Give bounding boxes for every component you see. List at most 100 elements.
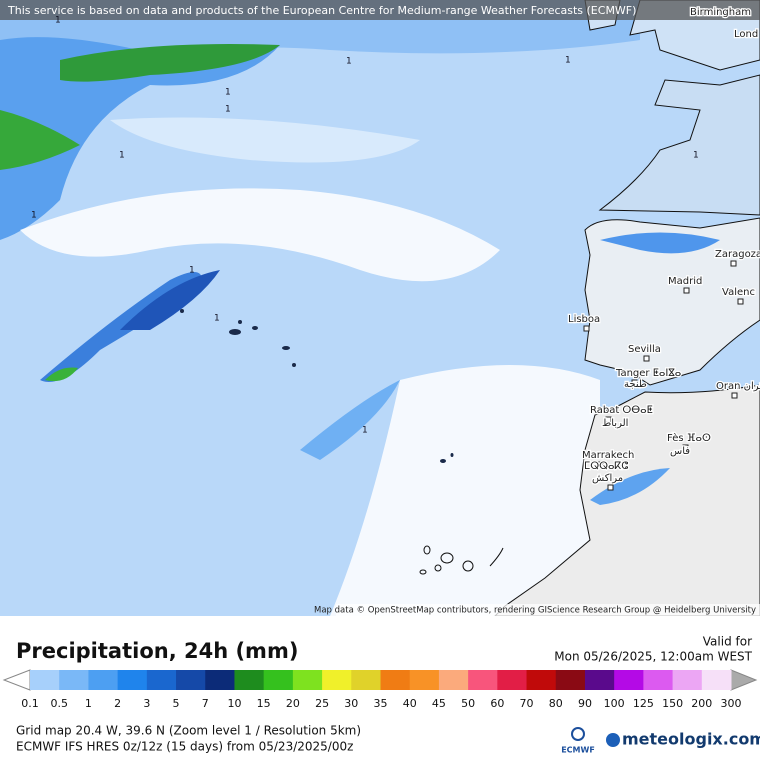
city-marker: [605, 416, 612, 423]
contour-label: 1: [119, 151, 125, 161]
scale-label: 35: [374, 697, 388, 710]
map: This service is based on data and produc…: [0, 0, 760, 616]
city-label: ⵎⵕⵕⴰⴽⵛ: [584, 461, 628, 472]
attribution: Map data © OpenStreetMap contributors, r…: [314, 606, 756, 616]
scale-label: 10: [227, 697, 241, 710]
scale-swatch: [468, 670, 498, 690]
contour-label: 1: [189, 266, 195, 276]
brand: meteologix.com: [622, 730, 760, 749]
scale-swatch: [30, 670, 60, 690]
city-label: Oran وهران: [716, 381, 760, 392]
scale-swatch: [176, 670, 206, 690]
scale-swatch: [701, 670, 732, 690]
dry-area: [330, 365, 600, 616]
africa: [494, 384, 760, 616]
scale-label: 20: [286, 697, 300, 710]
scale-label: 30: [344, 697, 358, 710]
city-label: Lond: [734, 29, 758, 40]
scale-swatch: [555, 670, 586, 690]
city-label: Valenc: [722, 287, 755, 298]
precip-band: [600, 232, 720, 254]
scale-swatch: [672, 670, 703, 690]
scale-label: 45: [432, 697, 446, 710]
city-marker: [737, 298, 744, 305]
legend-title: Precipitation, 24h (mm): [16, 639, 298, 663]
model-info: ECMWF IFS HRES 0z/12z (15 days) from 05/…: [16, 740, 353, 754]
scale-label: 80: [549, 697, 563, 710]
dry-area: [20, 188, 500, 282]
scale-label: 2: [114, 697, 121, 710]
city-label: Madrid: [668, 276, 702, 287]
city-label: Tanger ⵟⴰⵏⴵⴰ: [615, 368, 681, 379]
city-label: Fès ⴼⴰⵙ: [667, 432, 711, 444]
scale-swatch: [205, 670, 235, 690]
scale-swatch: [59, 670, 89, 690]
scale-label: 100: [604, 697, 625, 710]
precip-core: [120, 270, 220, 330]
precip-band: [300, 380, 400, 460]
precip-band: [0, 37, 280, 241]
scale-label: 3: [143, 697, 150, 710]
city-label: Rabat ⵔⴱⴰⵟ: [590, 405, 653, 416]
ecmwf-text: ECMWF: [561, 746, 595, 755]
scale-label: 200: [691, 697, 712, 710]
contour-label: 1: [55, 16, 61, 26]
city-marker: [683, 287, 690, 294]
city-label: Sevilla: [628, 344, 661, 355]
banner-bg: [0, 0, 760, 20]
scale-swatch: [614, 670, 644, 690]
grid-info: Grid map 20.4 W, 39.6 N (Zoom level 1 / …: [16, 724, 361, 738]
contour-label: 1: [225, 105, 231, 115]
precip-band: [0, 0, 640, 170]
scale-swatch: [234, 670, 265, 690]
scale-label: 90: [578, 697, 592, 710]
islands: [180, 309, 454, 463]
scale-label: 40: [403, 697, 417, 710]
scale-label: 50: [461, 697, 475, 710]
contour-label: 1: [362, 426, 368, 436]
scale-swatch: [584, 670, 615, 690]
contour-label: 1: [693, 151, 699, 161]
scale-swatch: [322, 670, 352, 690]
precip-band: [590, 468, 670, 505]
scale-label: 7: [202, 697, 209, 710]
scale-label: 150: [662, 697, 683, 710]
scale-swatch: [438, 670, 469, 690]
contour-label: 1: [225, 88, 231, 98]
city-label: طنجة: [624, 379, 647, 390]
scale-swatch: [526, 670, 557, 690]
contour-label: 1: [565, 56, 571, 66]
valid-label: Valid for: [703, 635, 752, 649]
city-marker: [597, 461, 604, 468]
contour-label: 1: [214, 314, 220, 324]
city-marker: [631, 379, 638, 386]
scale-swatch: [263, 670, 294, 690]
scale-swatch: [380, 670, 411, 690]
scale-label: 300: [721, 697, 742, 710]
contour-label: 1: [346, 57, 352, 67]
scale-swatch: [292, 670, 323, 690]
brand-logo: [606, 733, 620, 747]
scale-label: 5: [173, 697, 180, 710]
ecmwf-logo: [571, 727, 585, 741]
scale-label: 125: [633, 697, 654, 710]
city-label: مراكش: [592, 473, 623, 484]
scale-swatch: [117, 670, 148, 690]
dry-area: [110, 117, 420, 163]
scale-swatch: [146, 670, 177, 690]
color-scale: 0.1 0.5 1 2 3 5 7 10 15 20 25 30 35 40 45 50 60 70 80 90 100…: [2, 669, 758, 710]
city-marker: [730, 260, 737, 267]
city-marker: [583, 325, 590, 332]
banner: This service is based on data and produc…: [7, 4, 636, 17]
precip-core: [60, 44, 280, 82]
scale-label: 1: [85, 697, 92, 710]
france: [598, 74, 760, 216]
city-label: Birmingham: [690, 7, 751, 18]
city-label: الرباط: [602, 418, 628, 429]
attribution-bg: [336, 604, 760, 616]
city-label: فاس: [670, 446, 690, 457]
city-labels: Birmingham Lond Zaragoza Madrid Valenc Lisboa…: [567, 6, 760, 491]
scale-label: 0.1: [21, 697, 39, 710]
city-marker: [607, 484, 614, 491]
